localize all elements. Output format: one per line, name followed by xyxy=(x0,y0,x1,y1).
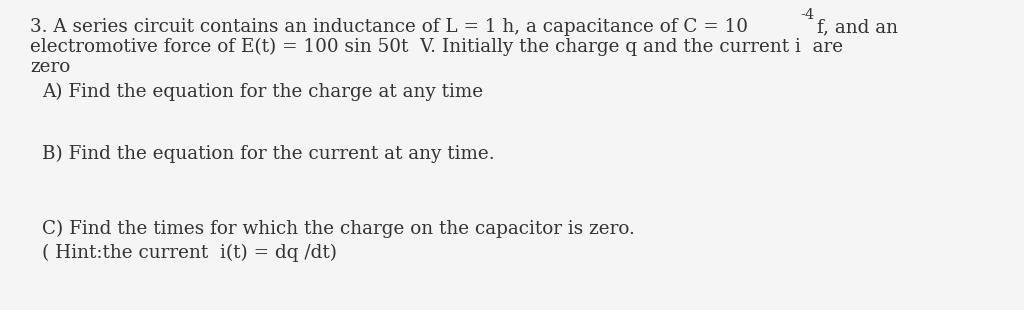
Text: zero: zero xyxy=(30,58,71,76)
Text: 3. A series circuit contains an inductance of L = 1 h, a capacitance of C = 10: 3. A series circuit contains an inductan… xyxy=(30,18,748,36)
Text: C) Find the times for which the charge on the capacitor is zero.: C) Find the times for which the charge o… xyxy=(42,220,635,238)
Text: -4: -4 xyxy=(800,8,814,22)
Text: f, and an: f, and an xyxy=(817,18,898,36)
Text: B) Find the equation for the current at any time.: B) Find the equation for the current at … xyxy=(42,145,495,163)
Text: electromotive force of E(t) = 100 sin 50t  V. Initially the charge q and the cur: electromotive force of E(t) = 100 sin 50… xyxy=(30,38,843,56)
Text: A) Find the equation for the charge at any time: A) Find the equation for the charge at a… xyxy=(42,83,483,101)
Text: ( Hint:the current  i(t) = dq /dt): ( Hint:the current i(t) = dq /dt) xyxy=(42,244,337,262)
